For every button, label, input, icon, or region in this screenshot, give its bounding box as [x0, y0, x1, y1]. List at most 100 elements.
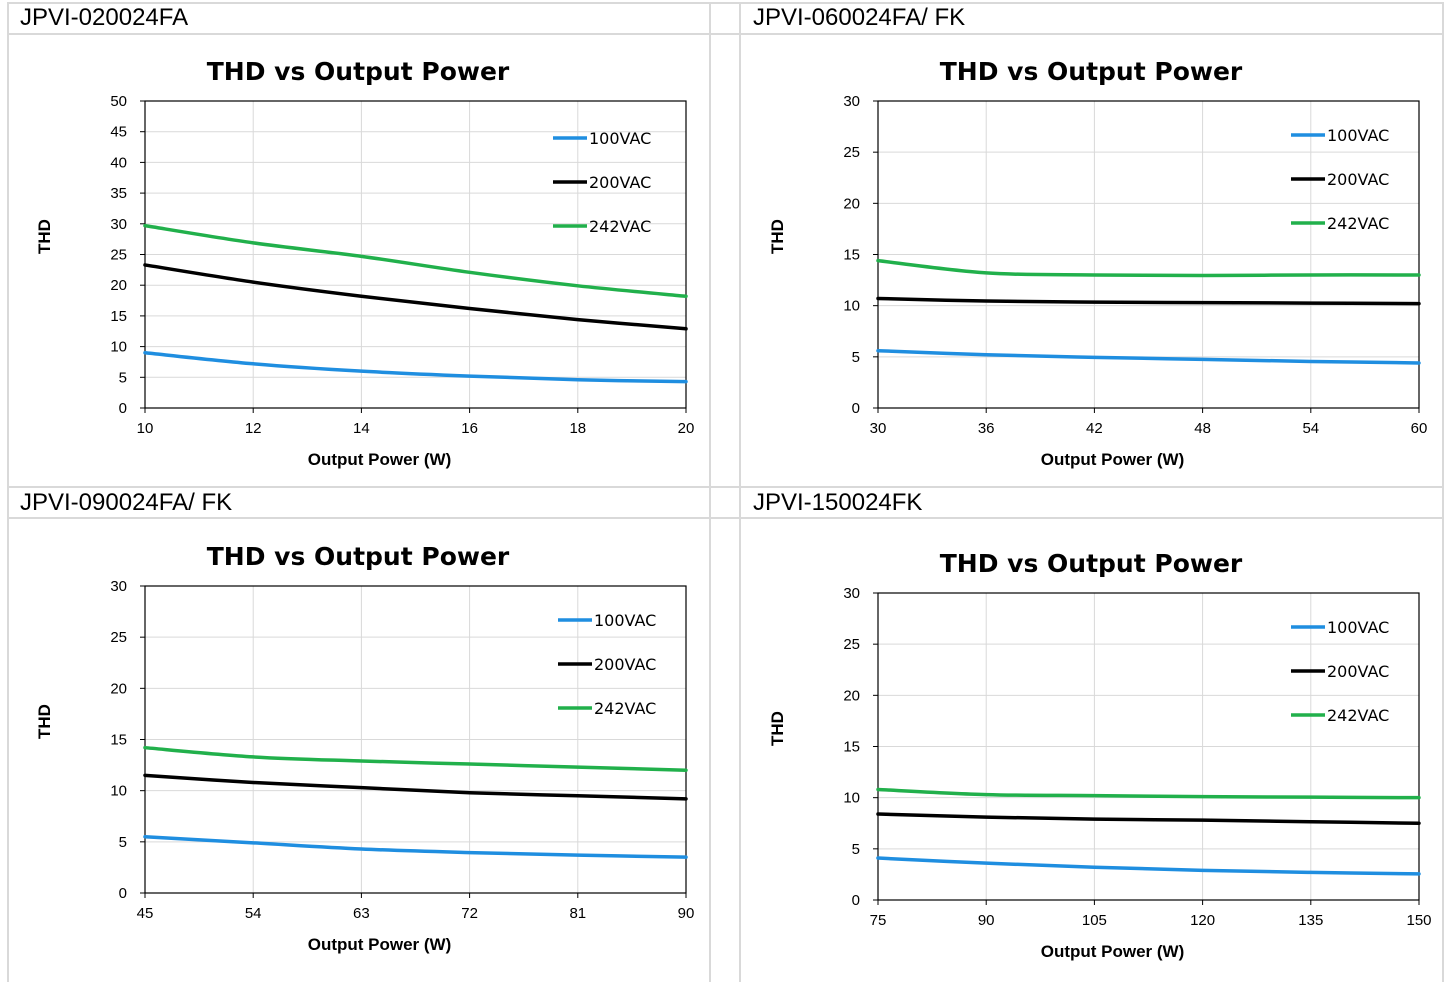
y-axis-label: THD [35, 704, 54, 739]
y-tick-label: 30 [110, 216, 127, 233]
legend-label: 242VAC [1327, 706, 1389, 725]
legend-label: 100VAC [1327, 618, 1389, 637]
series-line-100vac [143, 350, 688, 384]
y-tick-label: 10 [843, 790, 860, 807]
chart-title: THD vs Output Power [207, 542, 510, 571]
series-line-242vac [876, 258, 1421, 278]
y-tick-label: 40 [110, 154, 127, 171]
series-line-200vac [876, 296, 1421, 306]
x-tick-label: 60 [1411, 420, 1428, 437]
x-tick-label: 135 [1298, 912, 1323, 929]
y-tick-label: 20 [110, 680, 127, 697]
x-tick-label: 90 [978, 912, 995, 929]
x-tick-label: 10 [137, 420, 154, 437]
y-tick-label: 0 [852, 892, 860, 909]
y-tick-label: 15 [110, 732, 127, 749]
x-tick-label: 105 [1082, 912, 1107, 929]
y-tick-label: 5 [852, 349, 860, 366]
y-tick-label: 25 [110, 247, 127, 264]
legend-label: 242VAC [1327, 214, 1389, 233]
x-tick-label: 45 [137, 905, 154, 922]
x-tick-label: 72 [461, 905, 478, 922]
y-tick-label: 30 [110, 578, 127, 595]
legend-label: 100VAC [1327, 126, 1389, 145]
legend-label: 200VAC [1327, 170, 1389, 189]
table-border-right [1442, 2, 1444, 982]
y-tick-label: 20 [843, 195, 860, 212]
y-axis-label: THD [768, 711, 787, 746]
legend-label: 242VAC [594, 699, 656, 718]
x-tick-label: 14 [353, 420, 370, 437]
table-border-left [7, 2, 9, 982]
table-column-divider [709, 2, 711, 982]
x-axis-label: Output Power (W) [308, 450, 452, 469]
chart-title: THD vs Output Power [207, 57, 510, 86]
series-line-100vac [876, 348, 1421, 365]
chart-title: THD vs Output Power [940, 549, 1243, 578]
x-tick-label: 36 [978, 420, 995, 437]
y-tick-label: 10 [110, 783, 127, 800]
chart-title: THD vs Output Power [940, 57, 1243, 86]
x-tick-label: 48 [1194, 420, 1211, 437]
y-tick-label: 25 [110, 629, 127, 646]
x-axis-label: Output Power (W) [1041, 942, 1185, 961]
y-tick-label: 15 [843, 739, 860, 756]
model-label: JPVI-090024FA/ FK [20, 489, 233, 516]
x-tick-label: 30 [870, 420, 887, 437]
y-axis-label: THD [768, 219, 787, 254]
legend-label: 200VAC [589, 173, 651, 192]
table-row-divider [8, 517, 1444, 519]
x-tick-label: 18 [569, 420, 586, 437]
x-axis-label: Output Power (W) [308, 935, 452, 954]
y-tick-label: 10 [843, 298, 860, 315]
series-line-200vac [143, 263, 688, 331]
y-tick-label: 0 [119, 885, 127, 902]
model-label: JPVI-150024FK [753, 489, 923, 516]
x-tick-label: 16 [461, 420, 478, 437]
y-tick-label: 25 [843, 144, 860, 161]
x-tick-label: 75 [870, 912, 887, 929]
x-tick-label: 90 [678, 905, 695, 922]
y-tick-label: 5 [119, 369, 127, 386]
series-line-100vac [876, 856, 1421, 876]
y-tick-label: 5 [852, 841, 860, 858]
y-tick-label: 50 [110, 93, 127, 110]
chart-4: 0 5 10 15 20 25 30 75 90 105 120 135 150 THD vs Outpu… [768, 549, 1432, 961]
x-tick-label: 54 [245, 905, 262, 922]
y-tick-label: 25 [843, 636, 860, 653]
table-column-divider [739, 2, 741, 982]
x-tick-label: 63 [353, 905, 370, 922]
chart-1: 0 5 10 15 20 25 30 35 40 45 50 10 12 14 16 18 20 THD vs O… [35, 57, 694, 469]
x-tick-label: 120 [1190, 912, 1215, 929]
series-line-242vac [876, 787, 1421, 800]
table-row-divider [8, 486, 1444, 488]
y-tick-label: 35 [110, 185, 127, 202]
y-axis-label: THD [35, 219, 54, 254]
table-row-divider [8, 33, 1444, 35]
y-tick-label: 5 [119, 834, 127, 851]
series-line-100vac [143, 834, 688, 859]
x-axis-label: Output Power (W) [1041, 450, 1185, 469]
x-tick-label: 150 [1406, 912, 1431, 929]
series-line-200vac [143, 773, 688, 801]
legend-label: 100VAC [589, 129, 651, 148]
y-tick-label: 10 [110, 339, 127, 356]
series-line-200vac [876, 812, 1421, 825]
x-tick-label: 42 [1086, 420, 1103, 437]
y-tick-label: 0 [852, 400, 860, 417]
chart-2: 0 5 10 15 20 25 30 30 36 42 48 54 60 THD vs Output Po… [768, 57, 1427, 469]
x-tick-label: 20 [678, 420, 695, 437]
legend-label: 242VAC [589, 217, 651, 236]
legend-label: 200VAC [1327, 662, 1389, 681]
y-tick-label: 15 [843, 247, 860, 264]
y-tick-label: 30 [843, 585, 860, 602]
y-tick-label: 20 [110, 277, 127, 294]
x-tick-label: 54 [1302, 420, 1319, 437]
table-border-top [8, 2, 1444, 4]
x-tick-label: 81 [569, 905, 586, 922]
x-tick-label: 12 [245, 420, 262, 437]
y-tick-label: 15 [110, 308, 127, 325]
model-label: JPVI-060024FA/ FK [753, 4, 966, 31]
chart-3: 0 5 10 15 20 25 30 45 54 63 72 81 90 THD vs Output Po… [35, 542, 694, 954]
